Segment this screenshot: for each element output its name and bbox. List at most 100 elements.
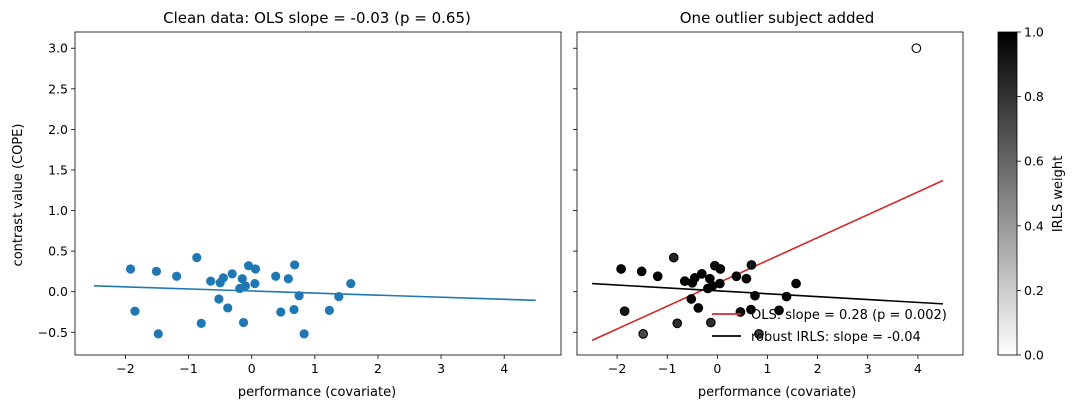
right-ols-fit-line: [591, 179, 944, 342]
colorbar-tick-label: 0.4: [1024, 218, 1044, 233]
right-data-point: [741, 273, 752, 284]
left-y-tick-label: 1.5: [48, 162, 68, 177]
legend-robust-label: robust IRLS: slope = -0.04: [751, 330, 921, 345]
right-x-tick-label: 1: [764, 361, 772, 376]
right-data-point: [715, 264, 726, 274]
right-x-tick-label: 4: [914, 361, 922, 376]
left-x-tick-label: 3: [437, 361, 445, 376]
colorbar-tick-label: 0.6: [1024, 154, 1044, 169]
left-data-point: [237, 274, 247, 284]
right-data-point: [619, 306, 630, 317]
left-data-point: [250, 278, 260, 289]
left-data-point: [223, 303, 233, 313]
right-x-tick-label: 0: [713, 361, 721, 376]
left-y-tick-label: 3.0: [48, 41, 68, 56]
right-data-point: [774, 305, 784, 316]
right-data-point: [750, 290, 760, 301]
right-robust-fit-line: [591, 282, 943, 305]
colorbar-tick-label: 0.8: [1024, 89, 1044, 104]
colorbar-ticks: 0.0 0.2 0.4 0.6 0.8 1.0: [1017, 25, 1044, 363]
right-x-axis-label: performance (covariate): [698, 385, 856, 400]
left-data-point: [153, 329, 163, 339]
right-data-point: [636, 266, 647, 277]
left-data-point: [290, 260, 300, 270]
left-y-tick-label: 2.5: [48, 81, 68, 96]
left-data-point: [240, 281, 251, 291]
left-data-point: [334, 291, 344, 302]
right-data-point: [746, 304, 756, 315]
left-ols-fit-line: [93, 285, 536, 302]
right-data-point: [696, 268, 707, 279]
left-data-point: [283, 274, 293, 284]
right-x-tick-label: −1: [658, 361, 676, 376]
colorbar: 0.0 0.2 0.4 0.6 0.8 1.0 IRLS weight: [997, 25, 1066, 363]
left-data-point: [324, 305, 334, 315]
left-x-tick-label: 4: [500, 361, 508, 376]
left-data-point: [218, 273, 228, 283]
right-data-point: [616, 264, 626, 274]
colorbar-tick-label: 0.0: [1024, 348, 1044, 363]
left-x-axis-label: performance (covariate): [238, 385, 396, 400]
right-data-point: [668, 252, 679, 263]
left-data-point: [227, 269, 237, 279]
right-data-point: [791, 278, 801, 289]
right-x-tick-label: 2: [814, 361, 822, 376]
left-plot-frame: [74, 31, 562, 356]
left-data-point: [214, 294, 224, 304]
left-data-point: [192, 253, 202, 263]
left-chart-title: Clean data: OLS slope = -0.03 (p = 0.65): [163, 9, 471, 27]
colorbar-gradient: [997, 31, 1018, 356]
colorbar-tick-label: 0.2: [1024, 283, 1044, 298]
colorbar-label: IRLS weight: [1051, 156, 1066, 232]
left-data-point: [294, 291, 304, 301]
left-y-tick-label: 0.5: [48, 244, 68, 259]
right-data-point: [652, 271, 663, 282]
right-data-point: [715, 278, 725, 289]
left-data-point: [172, 271, 182, 281]
left-data-point: [250, 264, 261, 274]
right-plot-frame: [576, 31, 964, 356]
left-data-point: [125, 264, 136, 274]
left-data-point: [271, 271, 281, 281]
left-data-point: [206, 276, 216, 286]
left-data-point: [151, 266, 162, 277]
left-y-tick-label: 1.0: [48, 203, 68, 218]
left-data-point: [276, 307, 286, 317]
right-data-point: [754, 329, 764, 339]
left-x-tick-label: −2: [116, 361, 134, 376]
left-data-point: [299, 329, 309, 339]
right-x-tick-label: 3: [864, 361, 872, 376]
right-data-point: [731, 271, 742, 282]
left-x-tick-label: 0: [248, 361, 256, 376]
left-data-point: [243, 261, 254, 271]
left-data-point: [130, 306, 140, 316]
left-y-tick-label: −0.5: [38, 325, 68, 340]
left-data-point: [289, 304, 299, 315]
left-x-tick-label: 2: [374, 361, 382, 376]
right-data-point: [705, 317, 716, 328]
right-chart-title: One outlier subject added: [680, 9, 875, 27]
left-y-tick-label: 0.0: [48, 284, 68, 299]
right-data-point: [686, 294, 697, 304]
left-data-point: [196, 318, 206, 328]
right-data-point: [693, 303, 704, 313]
left-data-point: [346, 278, 356, 289]
colorbar-tick-label: 1.0: [1024, 25, 1044, 40]
right-data-point: [735, 307, 746, 317]
legend-ols-label: OLS: slope = 0.28 (p = 0.002): [751, 308, 947, 323]
right-data-point: [672, 318, 683, 329]
right-x-tick-label: −2: [608, 361, 626, 376]
left-x-tick-label: −1: [179, 361, 197, 376]
left-chart: Clean data: OLS slope = -0.03 (p = 0.65)…: [11, 9, 562, 400]
left-data-point: [238, 317, 249, 328]
right-data-point: [911, 43, 922, 54]
right-data-point: [781, 291, 792, 302]
left-x-tick-label: 1: [311, 361, 319, 376]
left-y-axis-label: contrast value (COPE): [11, 124, 26, 267]
right-chart: One outlier subject added −2 −1 0 1 2 3 4 perf…: [573, 9, 964, 400]
legend: OLS: slope = 0.28 (p = 0.002) robust IRL…: [712, 308, 947, 345]
left-plot-area: −2 −1 0 1 2 3 4 −0.5 0.0 0.5 1.0 1.5 2.0 2.5 3.0: [38, 31, 562, 376]
left-y-tick-label: 2.0: [48, 122, 68, 137]
right-plot-area: −2 −1 0 1 2 3 4: [573, 31, 964, 376]
